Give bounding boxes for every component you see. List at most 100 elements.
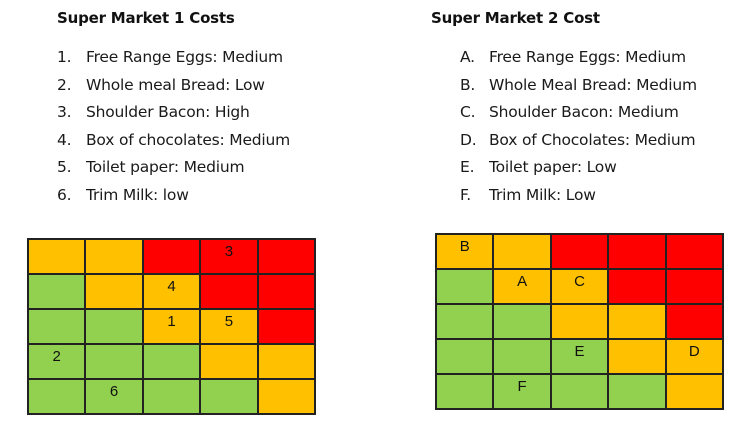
cell-label: A [517,273,528,290]
grid-cell [608,304,666,339]
list-item: B. Whole Meal Bread: Medium [460,72,697,100]
grid-cell [28,379,86,414]
grid-cell [665,234,723,269]
cell-label: 4 [167,278,176,295]
cell-label: 5 [224,313,234,330]
supermarket-1-list: 1. Free Range Eggs: Medium 2. Whole meal B… [57,44,290,209]
grid-cell [142,379,201,414]
list-item: 6. Trim Milk: low [57,182,290,210]
grid-cell: F [493,374,551,409]
cell-label: 1 [167,313,176,330]
grid-cell [200,274,258,309]
grid-cell [665,269,723,304]
grid-cell [608,339,666,374]
list-text: Toilet paper: Medium [86,158,245,176]
grid-cell: 3 [200,239,258,274]
grid-cell: 1 [142,309,201,344]
grid-cell [257,239,315,274]
supermarket-1-title: Super Market 1 Costs [57,9,235,27]
grid-cell [436,269,494,304]
grid-cell [85,239,143,274]
grid-cell [608,269,666,304]
list-item: 4. Box of chocolates: Medium [57,127,290,155]
grid-cell: 5 [200,309,258,344]
cell-label: E [574,343,585,360]
list-text: Shoulder Bacon: High [86,103,250,121]
list-text: Box of Chocolates: Medium [489,130,696,149]
list-marker: C. [460,103,476,121]
grid-cell [257,344,315,379]
list-item: 5. Toilet paper: Medium [57,154,290,182]
grid-cell [550,234,609,269]
list-text: Whole meal Bread: Low [86,75,265,94]
grid-cell: 2 [28,344,86,379]
list-text: Free Range Eggs: Medium [489,48,686,66]
grid-cell: C [550,269,609,304]
list-marker: 5. [57,158,72,176]
grid-cell [28,239,86,274]
grid-cell: A [493,269,551,304]
list-item: 1. Free Range Eggs: Medium [57,44,290,72]
list-item: A. Free Range Eggs: Medium [460,44,697,72]
grid-cell [142,239,201,274]
list-marker: A. [460,48,475,66]
grid-cell: B [436,234,494,269]
list-marker: 2. [57,75,72,94]
grid-cell: D [665,339,723,374]
grid-cell [493,234,551,269]
list-marker: F. [460,185,471,204]
grid-cell: 6 [85,379,143,414]
cell-label: D [688,343,700,360]
grid-cell [493,339,551,374]
grid-cell [665,374,723,409]
grid-cell [493,304,551,339]
grid-cell [436,374,494,409]
grid-cell [257,379,315,414]
list-marker: 3. [57,103,72,121]
grid-cell [257,274,315,309]
grid-cell [608,234,666,269]
list-text: Shoulder Bacon: Medium [489,103,679,121]
list-item: F. Trim Milk: Low [460,182,697,210]
list-text: Free Range Eggs: Medium [86,48,283,66]
supermarket-1-risk-grid: 3 4 1 5 2 6 [27,238,316,415]
grid-cell [436,304,494,339]
cell-label: C [574,273,585,290]
list-item: D. Box of Chocolates: Medium [460,127,697,155]
list-item: C. Shoulder Bacon: Medium [460,99,697,127]
cell-label: B [459,238,470,255]
cell-label: 3 [224,243,234,260]
list-marker: 6. [57,185,72,204]
grid-cell [28,309,86,344]
list-marker: E. [460,158,475,176]
supermarket-2-list: A. Free Range Eggs: Medium B. Whole Meal B… [460,44,697,209]
list-item: 2. Whole meal Bread: Low [57,72,290,100]
list-item: E. Toilet paper: Low [460,154,697,182]
cell-label: 6 [109,383,119,400]
grid-cell: E [550,339,609,374]
grid-cell [436,339,494,374]
list-marker: 1. [57,48,72,66]
grid-cell [608,374,666,409]
grid-cell [28,274,86,309]
grid-cell [200,344,258,379]
grid-cell [665,304,723,339]
list-text: Whole Meal Bread: Medium [489,75,697,94]
grid-cell [85,274,143,309]
cell-label: F [517,378,527,395]
grid-cell [85,309,143,344]
list-marker: D. [460,130,477,149]
supermarket-2-risk-grid: B A C E D F [435,233,724,410]
grid-cell [142,344,201,379]
list-text: Box of chocolates: Medium [86,130,291,149]
grid-cell [550,304,609,339]
list-text: Trim Milk: Low [489,185,596,204]
grid-cell [200,379,258,414]
list-marker: B. [460,75,476,94]
supermarket-2-title: Super Market 2 Cost [431,9,600,27]
grid-cell: 4 [142,274,201,309]
grid-cell [550,374,609,409]
list-text: Toilet paper: Low [489,158,617,176]
list-text: Trim Milk: low [86,185,189,204]
grid-cell [257,309,315,344]
